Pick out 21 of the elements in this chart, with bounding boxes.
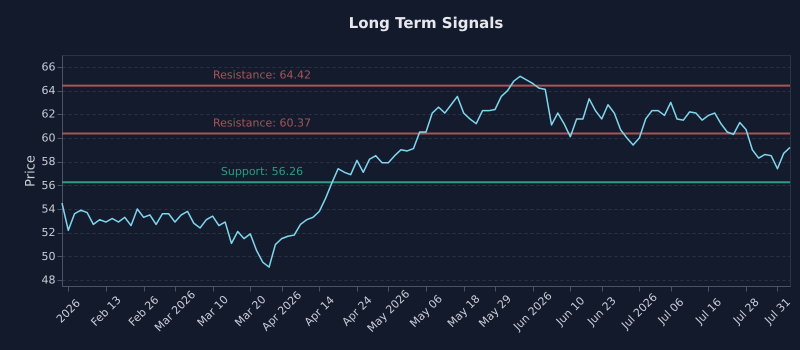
y-tick-label: 54 bbox=[42, 202, 56, 216]
y-tick-label: 58 bbox=[42, 155, 56, 168]
ref-line-label: Resistance: 60.37 bbox=[213, 116, 311, 130]
ref-line-label: Support: 56.26 bbox=[220, 165, 304, 178]
y-tick-label: 60 bbox=[42, 131, 56, 144]
x-tick-label: Jul 28 bbox=[730, 296, 762, 328]
chart-title: Long Term Signals bbox=[348, 14, 504, 32]
y-tick-label: 66 bbox=[42, 60, 56, 74]
y-tick-label: 62 bbox=[42, 108, 56, 121]
x-tick-label: Mar 10 bbox=[194, 293, 231, 330]
y-tick-label: 48 bbox=[42, 274, 56, 287]
y-tick-label: 64 bbox=[42, 84, 56, 98]
y-tick-label: 52 bbox=[42, 226, 56, 240]
x-tick-label: Feb 13 bbox=[88, 293, 124, 329]
ref-line-label: Resistance: 64.42 bbox=[213, 68, 311, 82]
x-tick-label: Jul 31 bbox=[761, 296, 794, 328]
y-tick-label: 56 bbox=[42, 178, 56, 192]
x-tick-label: Jul 16 bbox=[692, 296, 724, 328]
y-tick-label: 50 bbox=[42, 250, 56, 263]
x-tick-label: Apr 14 bbox=[302, 294, 337, 329]
y-axis-title: Price bbox=[24, 155, 39, 187]
